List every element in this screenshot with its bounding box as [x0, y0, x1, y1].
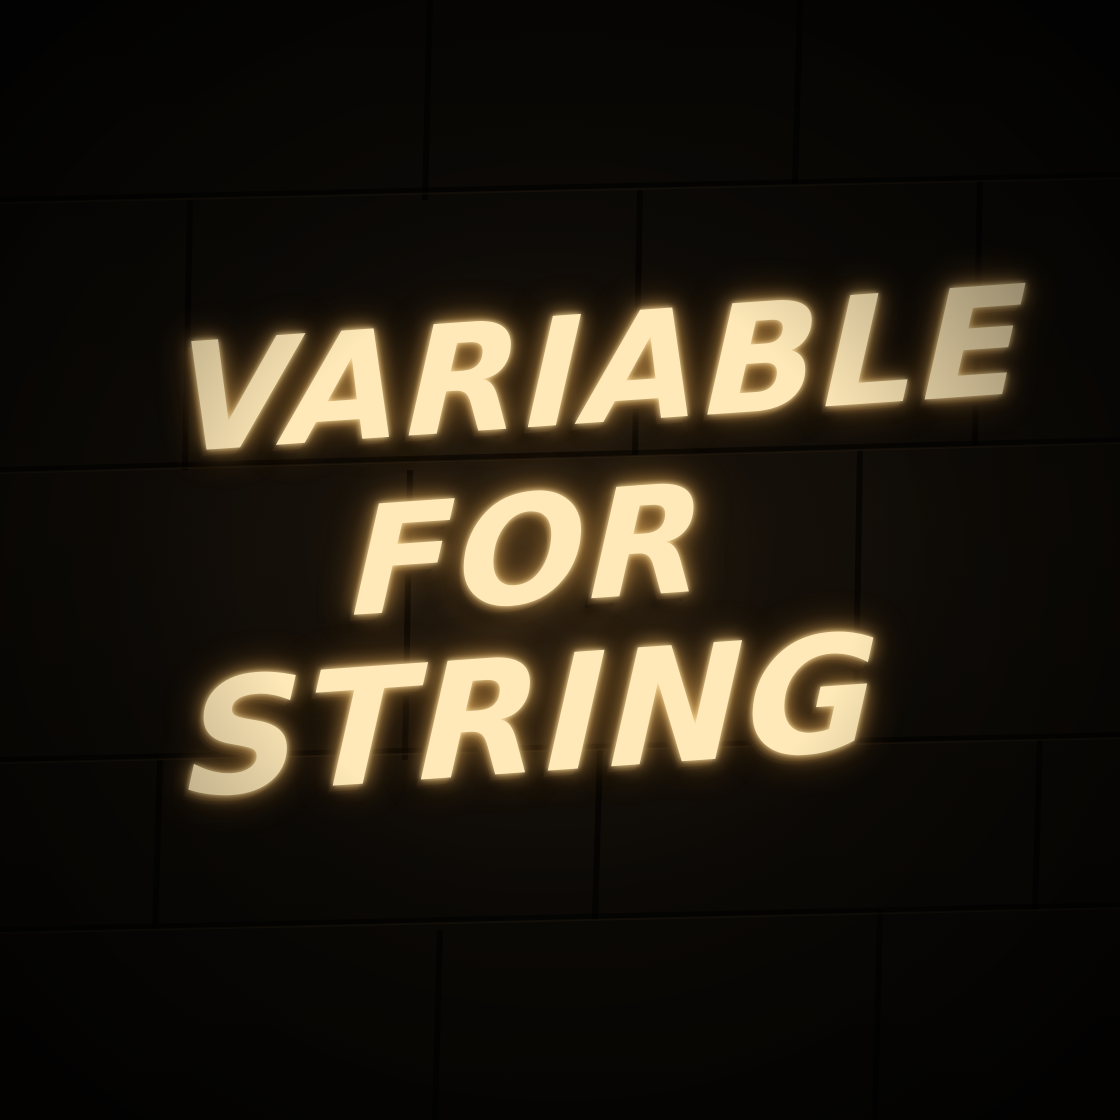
illuminated-sign: VARIABLE FOR STRING [161, 254, 1033, 878]
